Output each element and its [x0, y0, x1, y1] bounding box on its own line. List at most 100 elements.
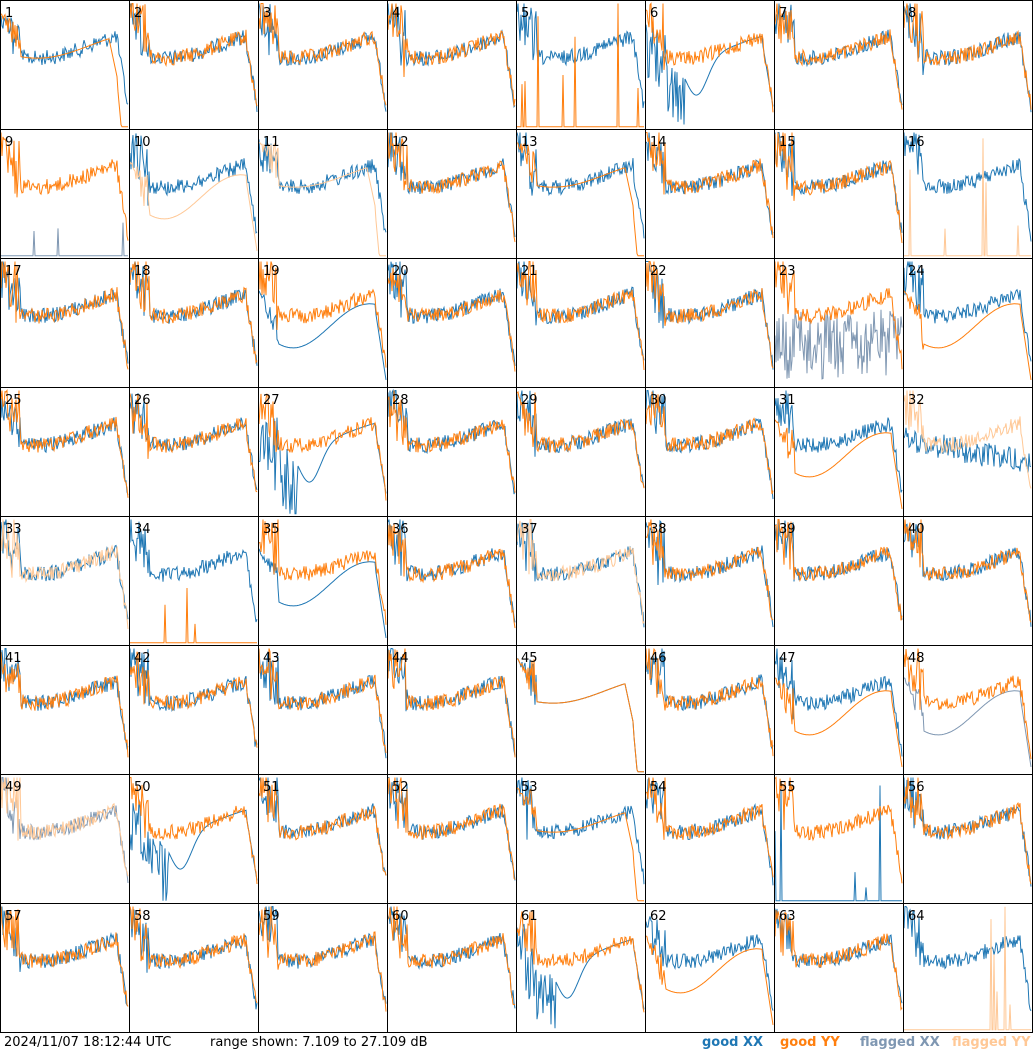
series-xx-panel-28: [387, 388, 516, 495]
series-xx-panel-23: [774, 309, 903, 380]
panel-label: 50: [134, 780, 151, 795]
panel-40: 40: [903, 516, 1033, 646]
panel-32: 32: [903, 387, 1033, 517]
panel-label: 40: [908, 522, 925, 537]
panel-28: 28: [387, 387, 517, 517]
panel-label: 37: [521, 522, 538, 537]
series-xx-panel-13: [516, 132, 645, 239]
panel-label: 56: [908, 780, 925, 795]
footer: 2024/11/07 18:12:44 UTC range shown: 7.1…: [0, 1033, 1033, 1053]
panel-label: 11: [263, 135, 280, 150]
series-yy-panel-45: [516, 658, 644, 773]
panel-22: 22: [645, 258, 775, 388]
series-yy-panel-63: [774, 909, 903, 1011]
panel-label: 34: [134, 522, 151, 537]
series-yy-panel-32: [903, 390, 1032, 489]
panel-64: 64: [903, 903, 1033, 1033]
panel-label: 12: [392, 135, 409, 150]
panel-5: 5: [516, 0, 646, 130]
panel-59: 59: [258, 903, 388, 1033]
panel-label: 61: [521, 909, 538, 924]
series-xx-panel-42: [129, 648, 258, 747]
legend-flagged-xx: flagged XX: [860, 1035, 940, 1050]
series-xx-panel-18: [129, 261, 258, 366]
panel-20: 20: [387, 258, 517, 388]
panel-label: 32: [908, 393, 925, 408]
panel-1: 1: [0, 0, 130, 130]
panel-23: 23: [774, 258, 904, 388]
panel-6: 6: [645, 0, 775, 130]
series-yy-panel-23: [774, 261, 903, 370]
panel-10: 10: [129, 129, 259, 259]
series-yy-panel-8: [903, 3, 1032, 110]
panel-label: 13: [521, 135, 538, 150]
series-yy-panel-54: [645, 777, 774, 878]
panel-21: 21: [516, 258, 646, 388]
panel-47: 47: [774, 645, 904, 775]
series-xx-panel-9: [1, 222, 128, 257]
panel-36: 36: [387, 516, 517, 646]
series-xx-panel-46: [645, 648, 774, 750]
panel-label: 16: [908, 135, 925, 150]
panel-label: 15: [779, 135, 796, 150]
series-yy-panel-10: [129, 161, 258, 251]
series-xx-panel-2: [129, 3, 258, 112]
panel-50: 50: [129, 774, 259, 904]
series-xx-panel-55: [774, 785, 902, 902]
series-xx-panel-39: [774, 519, 903, 620]
panel-51: 51: [258, 774, 388, 904]
panel-label: 63: [779, 909, 796, 924]
series-yy-panel-22: [645, 261, 774, 369]
series-yy-panel-21: [516, 261, 645, 371]
series-yy-panel-44: [387, 648, 516, 758]
series-yy-panel-17: [0, 261, 129, 370]
series-yy-panel-18: [129, 261, 258, 365]
series-yy-panel-1: [0, 13, 128, 128]
panel-label: 42: [134, 651, 151, 666]
panel-9: 9: [0, 129, 130, 259]
panel-label: 54: [650, 780, 667, 795]
panel-43: 43: [258, 645, 388, 775]
panel-label: 31: [779, 393, 796, 408]
series-yy-panel-4: [387, 3, 516, 107]
series-xx-panel-1: [0, 15, 129, 105]
series-yy-panel-50: [130, 777, 258, 885]
series-yy-panel-29: [516, 390, 645, 489]
series-yy-panel-37: [516, 519, 645, 624]
panel-label: 59: [263, 909, 280, 924]
series-xx-panel-10: [129, 133, 258, 234]
series-yy-panel-27: [258, 393, 387, 501]
panel-60: 60: [387, 903, 517, 1033]
panel-25: 25: [0, 387, 130, 517]
panel-label: 10: [134, 135, 151, 150]
series-yy-panel-26: [129, 393, 258, 493]
series-xx-panel-5: [516, 3, 645, 109]
panel-label: 30: [650, 393, 667, 408]
series-yy-panel-36: [387, 524, 516, 629]
series-xx-panel-64: [903, 906, 1032, 1012]
series-xx-panel-31: [774, 390, 903, 493]
panel-label: 27: [263, 393, 280, 408]
series-yy-panel-51: [258, 777, 387, 876]
panel-48: 48: [903, 645, 1033, 775]
series-yy-panel-59: [258, 906, 387, 1012]
series-xx-panel-19: [258, 290, 387, 380]
panel-30: 30: [645, 387, 775, 517]
series-xx-panel-47: [774, 648, 903, 757]
panel-18: 18: [129, 258, 259, 388]
series-yy-panel-61: [516, 910, 645, 1013]
panel-15: 15: [774, 129, 904, 259]
panel-label: 45: [521, 651, 538, 666]
series-yy-panel-34: [130, 587, 257, 644]
panel-label: 35: [263, 522, 280, 537]
panel-61: 61: [516, 903, 646, 1033]
panel-35: 35: [258, 516, 388, 646]
legend-flagged-yy: flagged YY: [952, 1035, 1031, 1050]
panel-label: 39: [779, 522, 796, 537]
legend-good-xx: good XX: [702, 1035, 764, 1050]
panel-label: 53: [521, 780, 538, 795]
series-xx-panel-16: [903, 132, 1032, 242]
panel-53: 53: [516, 774, 646, 904]
panel-55: 55: [774, 774, 904, 904]
panel-37: 37: [516, 516, 646, 646]
